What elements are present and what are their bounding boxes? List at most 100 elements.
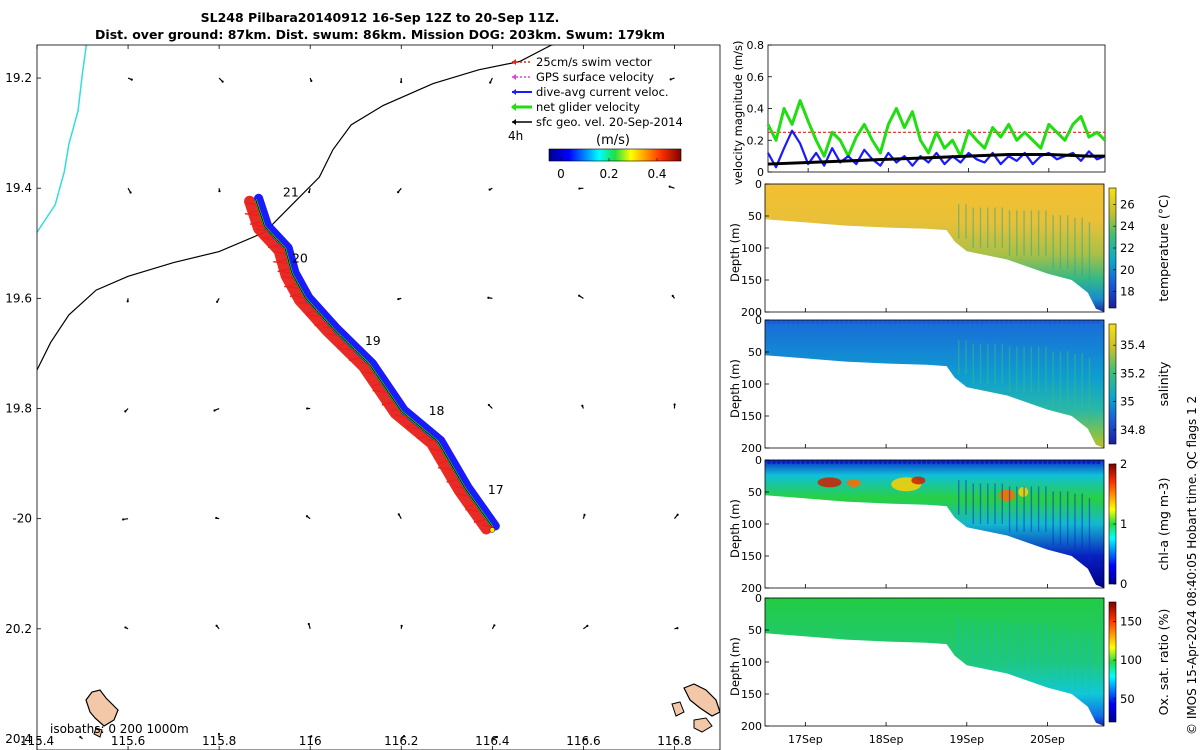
colorbar-label: (m/s) [596, 133, 630, 148]
surface-sample [805, 597, 810, 603]
map-y-tick-label: -20 [12, 512, 32, 526]
swim-vector-arrow [427, 438, 438, 443]
surface-sample [883, 183, 888, 189]
surface-sample [946, 183, 951, 189]
surface-sample [854, 597, 859, 603]
geo-vector-head [213, 409, 216, 412]
surface-sample [834, 319, 840, 325]
depth-tick-label: 200 [741, 582, 762, 595]
surface-sample [1013, 319, 1019, 325]
surface-sample [887, 597, 893, 603]
surface-sample [1071, 319, 1077, 325]
velocity-series-3 [767, 153, 1105, 166]
surface-sample [873, 319, 878, 325]
surface-sample [873, 459, 878, 465]
surface-sample [815, 597, 820, 603]
depth-tick-label: 100 [741, 656, 762, 669]
surface-sample [834, 459, 840, 465]
surface-sample [786, 319, 791, 325]
velocity-y-tick-label: 0.2 [747, 134, 765, 147]
swim-vector-arrow [437, 466, 455, 471]
map-y-tick-label: 19.2 [5, 71, 32, 85]
surface-sample [815, 183, 820, 189]
surface-sample [1052, 459, 1057, 465]
surface-sample [868, 459, 873, 465]
geo-vector-head [124, 626, 127, 629]
surface-sample [1067, 597, 1072, 603]
swim-vector-arrow [327, 333, 341, 337]
surface-sample [834, 183, 840, 189]
swim-vector-arrow [275, 246, 286, 250]
day-labels: 21 20 19 18 17 [283, 184, 504, 496]
day-label: 19 [365, 333, 381, 348]
geo-vector-head [218, 190, 221, 193]
swim-vector-arrow [395, 414, 409, 419]
surface-sample [1086, 319, 1091, 325]
swim-vector-arrow [371, 382, 383, 387]
surface-sample [955, 319, 961, 325]
surface-sample [829, 459, 835, 465]
geo-vector-head [668, 185, 671, 188]
velocity-series-2 [767, 129, 1106, 169]
surface-sample [810, 183, 815, 189]
track-start-marker [489, 527, 496, 533]
surface-sample [926, 319, 932, 325]
island-right [683, 683, 720, 717]
coastline-islands [85, 683, 720, 738]
surface-sample [916, 319, 922, 325]
swim-vector-arrow [337, 342, 348, 347]
surface-sample [950, 183, 956, 189]
colorbar-tick-label: 35.4 [1120, 338, 1146, 352]
depth-axis-label: Depth (m) [728, 499, 742, 558]
map-y-tick-label: 19.8 [5, 402, 32, 416]
surface-sample [863, 183, 869, 189]
surface-sample [1076, 597, 1082, 603]
glider-track [244, 193, 500, 535]
surface-sample [834, 597, 840, 603]
surface-sample [878, 459, 883, 465]
colorbar-tick-label: 0.4 [647, 167, 666, 181]
surface-sample [916, 183, 922, 189]
surface-sample [897, 183, 902, 189]
swim-vector-arrow [314, 321, 328, 327]
surface-sample [994, 183, 999, 189]
geo-vector-head [402, 735, 406, 738]
surface-sample [979, 597, 985, 603]
surface-sample [824, 319, 830, 325]
surface-sample [984, 459, 990, 465]
map-x-tick-label: 115.6 [111, 734, 145, 748]
surface-sample [887, 459, 893, 465]
surface-sample [936, 597, 941, 603]
colorbar-label: Ox. sat. ratio (%) [1156, 609, 1171, 716]
surface-sample [1081, 183, 1087, 189]
surface-sample [1033, 183, 1038, 189]
surface-sample [863, 597, 869, 603]
swim-vector-arrow [465, 503, 477, 508]
svg-text:GPS surface velocity: GPS surface velocity [536, 70, 654, 84]
surface-sample [1067, 459, 1072, 465]
surface-sample [892, 597, 898, 603]
geo-vector-head [221, 80, 224, 83]
geo-vector-head [307, 622, 310, 626]
surface-sample [800, 597, 806, 603]
surface-sample [941, 597, 946, 603]
surface-sample [766, 183, 772, 189]
surface-sample [1047, 597, 1053, 603]
surface-sample [873, 597, 878, 603]
surface-sample [844, 183, 849, 189]
surface-sample [1028, 597, 1033, 603]
swim-vector-arrow [298, 301, 312, 306]
surface-sample [1028, 319, 1033, 325]
surface-sample [907, 319, 912, 325]
surface-sample [916, 597, 922, 603]
surface-sample [829, 597, 835, 603]
surface-sample [820, 319, 825, 325]
surface-sample [1013, 459, 1019, 465]
colorbar-label: salinity [1156, 361, 1171, 406]
depth-tick-label: 50 [748, 624, 762, 637]
surface-sample [1018, 183, 1024, 189]
surface-sample [1008, 183, 1014, 189]
surface-sample [883, 319, 888, 325]
swim-vector-arrow [306, 309, 317, 315]
surface-sample [897, 597, 902, 603]
